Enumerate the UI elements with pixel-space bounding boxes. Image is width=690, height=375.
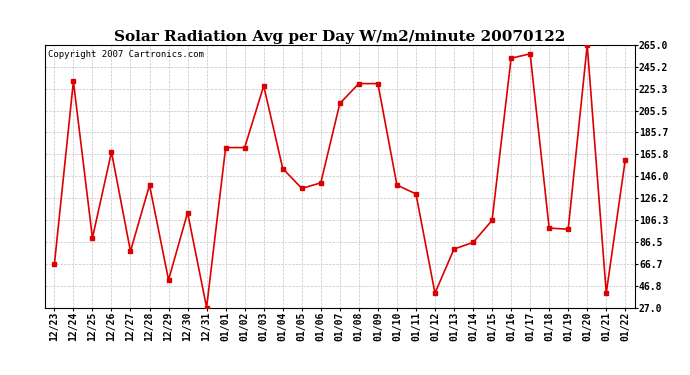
Title: Solar Radiation Avg per Day W/m2/minute 20070122: Solar Radiation Avg per Day W/m2/minute … [115, 30, 565, 44]
Text: Copyright 2007 Cartronics.com: Copyright 2007 Cartronics.com [48, 50, 204, 59]
